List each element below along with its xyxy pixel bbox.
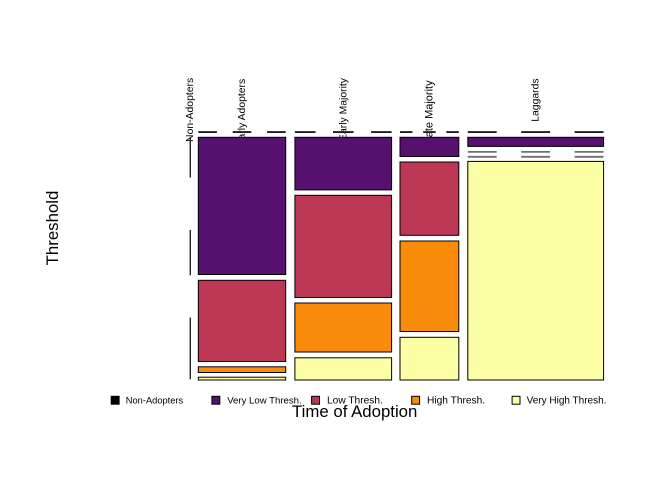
svg-text:Threshold: Threshold [43,191,62,266]
svg-text:Non-Adopters: Non-Adopters [185,78,196,142]
svg-text:Laggards: Laggards [531,78,542,121]
svg-text:Low Thresh.: Low Thresh. [327,396,383,407]
svg-text:High Thresh.: High Thresh. [427,396,485,407]
svg-text:Very High Thresh.: Very High Thresh. [527,396,607,407]
svg-text:Time of Adoption: Time of Adoption [292,402,417,421]
svg-text:Late Majority: Late Majority [423,80,435,143]
svg-text:Early Adopters: Early Adopters [237,79,248,147]
svg-text:Non-Adopters: Non-Adopters [126,396,184,406]
svg-text:Early Majority: Early Majority [338,77,349,141]
svg-text:Very Low Thresh.: Very Low Thresh. [227,396,301,407]
